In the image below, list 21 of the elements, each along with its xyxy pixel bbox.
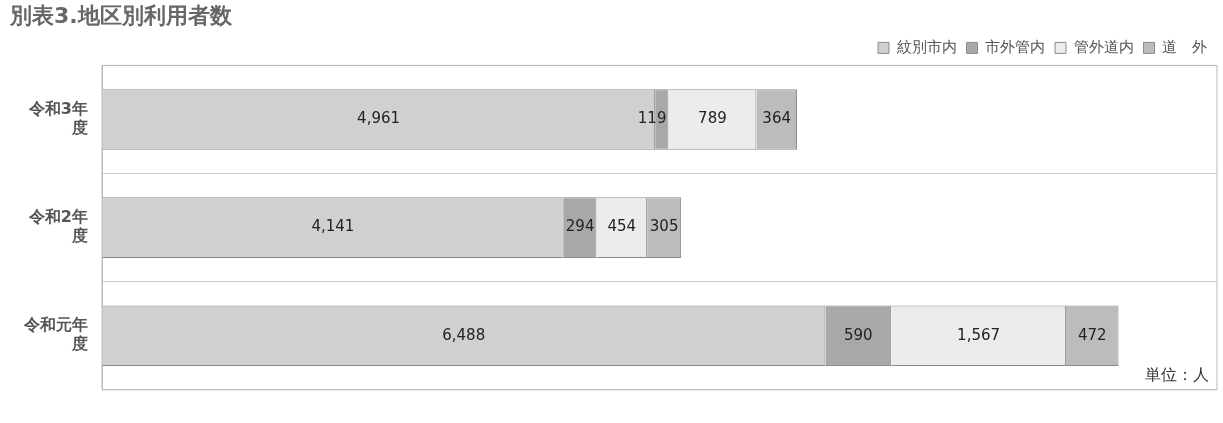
y-tick-label: 令和3年度 bbox=[27, 99, 88, 138]
data-label: 119 bbox=[637, 109, 667, 128]
legend-label: 紋別市内 bbox=[896, 37, 957, 56]
text: 単位：人 bbox=[1145, 364, 1209, 384]
legend-label: 市外管内 bbox=[985, 37, 1045, 56]
chart-title: 別表3.地区別利用者数 bbox=[9, 2, 233, 28]
data-label: 789 bbox=[698, 109, 727, 128]
data-label: 364 bbox=[762, 109, 792, 128]
data-label: 454 bbox=[607, 217, 637, 236]
data-label: 4,141 bbox=[311, 217, 355, 236]
y-tick-label: 令和元年度 bbox=[23, 315, 88, 354]
data-label: 472 bbox=[1077, 325, 1107, 344]
data-label: 6,488 bbox=[442, 325, 486, 344]
legend-label: 管外道内 bbox=[1073, 37, 1134, 56]
data-label: 590 bbox=[843, 325, 873, 344]
data-label: 4,961 bbox=[357, 109, 401, 128]
data-label: 305 bbox=[649, 217, 679, 236]
y-tick-label: 令和2年度 bbox=[27, 207, 88, 246]
data-label: 294 bbox=[565, 217, 595, 236]
data-label: 1,567 bbox=[957, 325, 1001, 344]
legend-label: 道 外 bbox=[1162, 37, 1207, 56]
